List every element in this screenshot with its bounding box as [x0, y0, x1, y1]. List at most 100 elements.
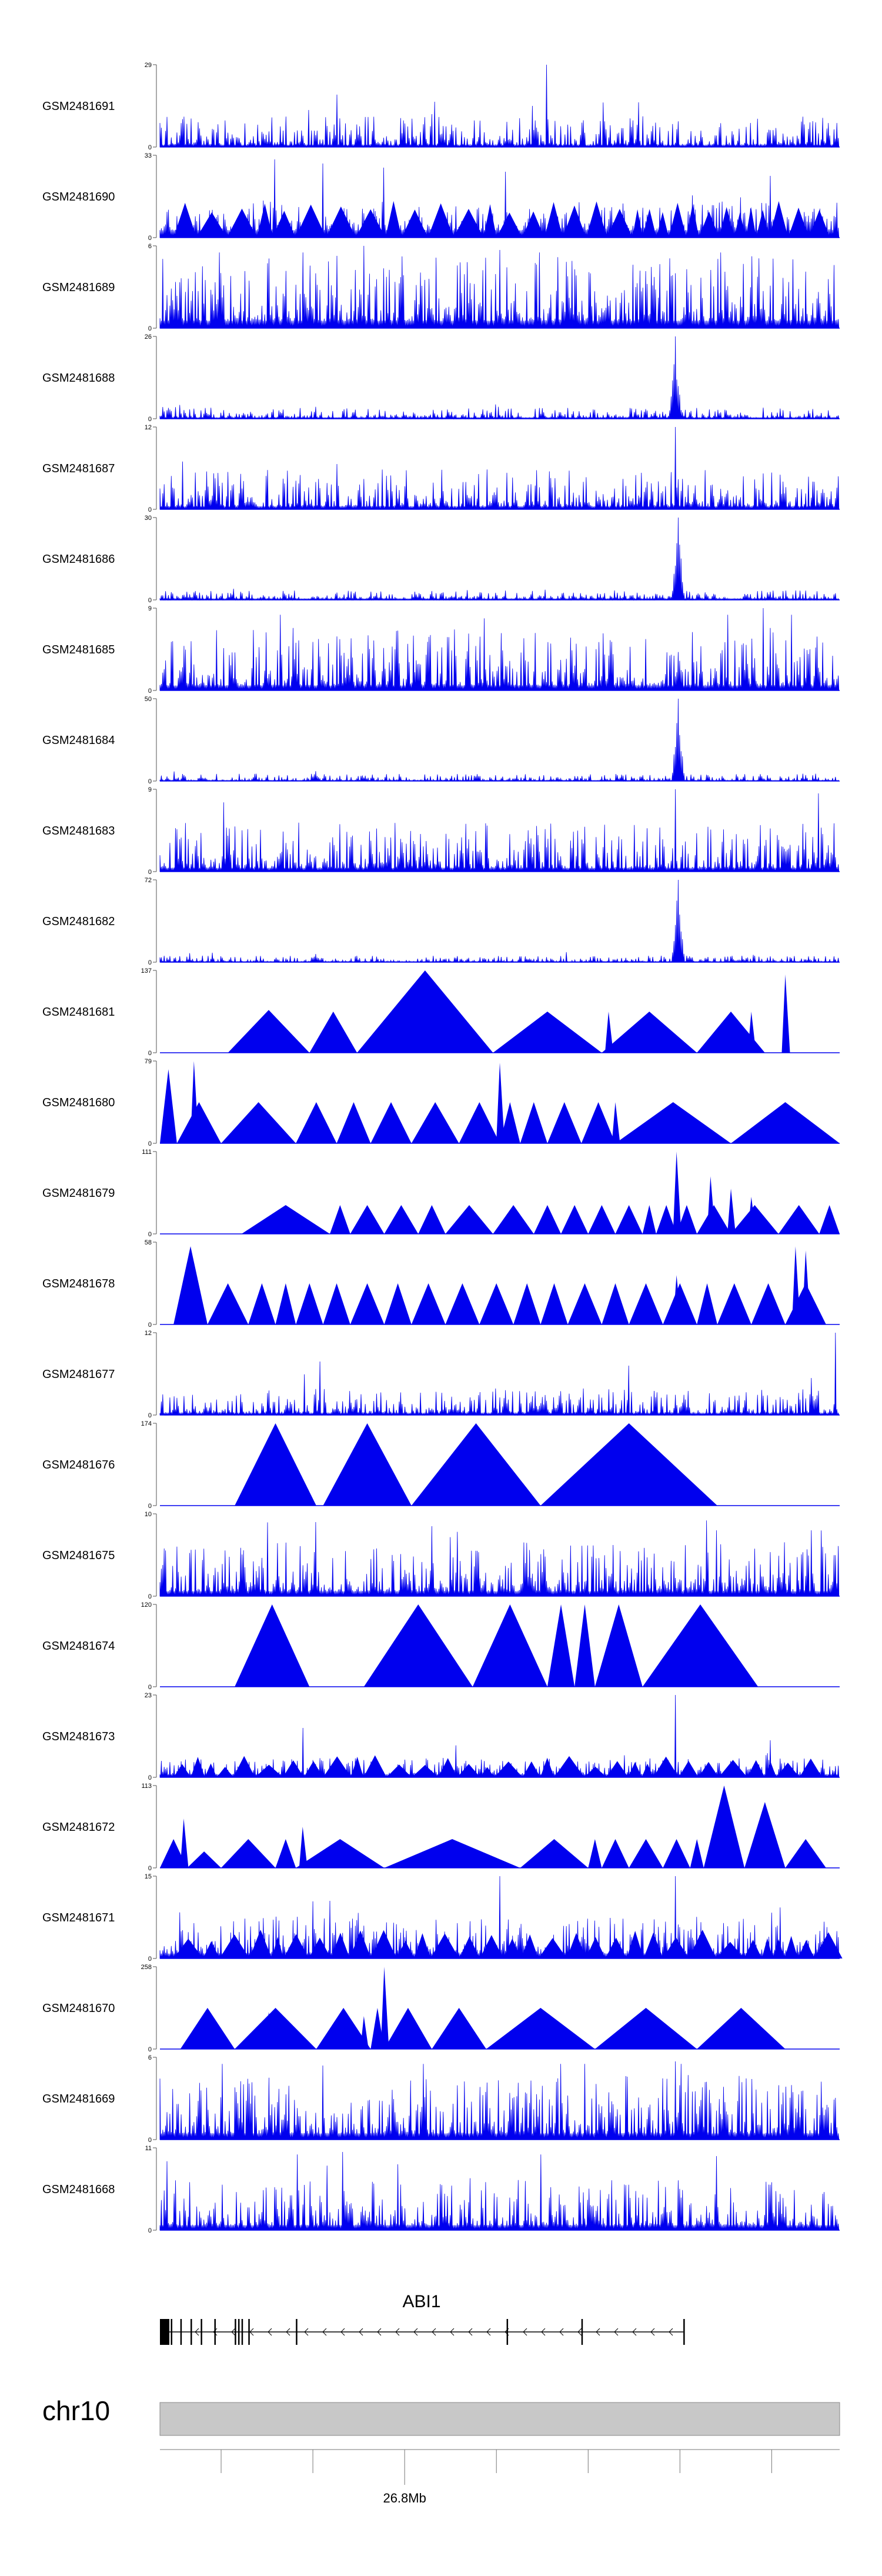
y-min-label: 0: [148, 1956, 152, 1963]
coverage-triangle: [588, 1205, 616, 1234]
coverage-triangle: [272, 211, 296, 238]
y-min-label: 0: [148, 1050, 152, 1057]
coverage-triangle: [249, 1930, 272, 1958]
coverage-spike: [380, 1967, 389, 2049]
coverage-triangle: [594, 2008, 697, 2049]
exon: [166, 2319, 169, 2345]
y-min-label: 0: [148, 597, 152, 604]
track-label: GSM2481679: [42, 1187, 115, 1200]
track-GSM2481679: GSM2481679 111 0: [42, 1149, 840, 1238]
coverage-triangle: [642, 1604, 759, 1687]
strand-arrow-icon: [359, 2328, 363, 2336]
track-label: GSM2481682: [42, 915, 115, 928]
coverage-signal: [159, 336, 840, 420]
coverage-triangle: [176, 1102, 222, 1143]
coverage-triangle: [459, 1936, 480, 1958]
coverage-triangle: [731, 1205, 779, 1234]
y-min-label: 0: [148, 506, 152, 513]
track-label: GSM2481685: [42, 643, 115, 656]
strand-arrow-icon: [377, 2328, 382, 2336]
coverage-spike: [802, 1250, 811, 1324]
coverage-triangle: [690, 1839, 704, 1868]
coverage-triangle: [798, 1940, 815, 1958]
coverage-triangle: [746, 206, 757, 238]
coverage-triangle: [642, 209, 657, 238]
coverage-triangle: [717, 1283, 751, 1324]
coverage-triangle: [547, 1604, 575, 1687]
coverage-triangle: [663, 1937, 689, 1958]
coverage-triangle: [540, 1757, 554, 1777]
coverage-triangle: [296, 1283, 323, 1324]
coverage-triangle: [227, 208, 257, 238]
coverage-triangle: [173, 1938, 203, 1958]
coverage-triangle: [819, 1205, 840, 1234]
track-GSM2481676: GSM2481676 174 0: [42, 1420, 840, 1510]
track-GSM2481669: GSM2481669 6 0: [42, 2054, 840, 2144]
coverage-signal: [159, 1520, 840, 1597]
strand-arrow-icon: [450, 2328, 455, 2336]
track-label: GSM2481668: [42, 2183, 115, 2196]
y-max-label: 12: [145, 1330, 152, 1337]
exon: [506, 2319, 509, 2345]
coverage-triangle: [173, 202, 197, 238]
coverage-triangle: [615, 1102, 731, 1143]
coverage-spike: [727, 1189, 736, 1234]
y-min-label: 0: [148, 2227, 152, 2234]
coverage-triangle: [351, 1757, 364, 1777]
coverage-triangle: [219, 1934, 250, 1958]
y-min-label: 0: [148, 2137, 152, 2144]
chromosome-bar: [159, 2402, 840, 2436]
y-max-label: 30: [145, 515, 152, 522]
coverage-triangle: [719, 207, 734, 238]
coverage-triangle: [697, 2008, 786, 2049]
coverage-triangle: [216, 1767, 233, 1777]
track-label: GSM2481669: [42, 2093, 115, 2105]
coverage-spike: [791, 1246, 800, 1324]
coverage-spike: [747, 1197, 756, 1234]
coverage-triangle: [160, 1839, 188, 1868]
y-max-label: 33: [145, 152, 152, 159]
coverage-triangle: [629, 1283, 663, 1324]
coverage-triangle: [295, 204, 326, 238]
coverage-triangle: [769, 201, 789, 238]
coverage-spike: [604, 1012, 613, 1053]
coverage-triangle: [567, 1283, 602, 1324]
coverage-triangle: [744, 1940, 762, 1958]
coverage-triangle: [160, 1069, 177, 1143]
y-max-label: 15: [145, 1873, 152, 1880]
strand-arrow-icon: [249, 2328, 254, 2336]
coverage-triangle: [173, 1246, 208, 1324]
coverage-triangle: [761, 1938, 773, 1958]
coverage-triangle: [303, 1761, 323, 1777]
coverage-triangle: [554, 1756, 584, 1777]
track-GSM2481675: GSM2481675 10 0: [42, 1511, 840, 1600]
coverage-triangle: [323, 1423, 412, 1506]
y-max-label: 72: [145, 877, 152, 884]
strand-arrow-icon: [614, 2328, 619, 2336]
y-min-label: 0: [148, 325, 152, 332]
y-min-label: 0: [148, 1140, 152, 1147]
coverage-triangle: [734, 212, 746, 238]
coverage-triangle: [296, 1102, 337, 1143]
coverage-triangle: [235, 2008, 316, 2049]
track-label: GSM2481677: [42, 1368, 115, 1381]
strand-arrow-icon: [632, 2328, 637, 2336]
y-max-label: 258: [141, 1964, 152, 1971]
coverage-triangle: [479, 1283, 514, 1324]
coverage-triangle: [221, 1839, 276, 1868]
exon: [180, 2319, 182, 2345]
coverage-triangle: [414, 1933, 431, 1958]
coverage-triangle: [547, 1102, 582, 1143]
coverage-triangle: [522, 211, 544, 238]
coverage-triangle: [586, 1937, 606, 1958]
strand-arrow-icon: [322, 2328, 327, 2336]
coverage-triangle: [411, 1102, 459, 1143]
coverage-triangle: [566, 1933, 586, 1958]
coverage-spike: [781, 975, 790, 1053]
coverage-triangle: [235, 1604, 310, 1687]
coverage-triangle: [544, 202, 563, 238]
track-GSM2481690: GSM2481690 33 0: [42, 152, 840, 242]
coverage-triangle: [686, 203, 699, 238]
coverage-triangle: [814, 1932, 843, 1958]
chromosome-axis: chr10 26.8Mb: [42, 2395, 840, 2505]
